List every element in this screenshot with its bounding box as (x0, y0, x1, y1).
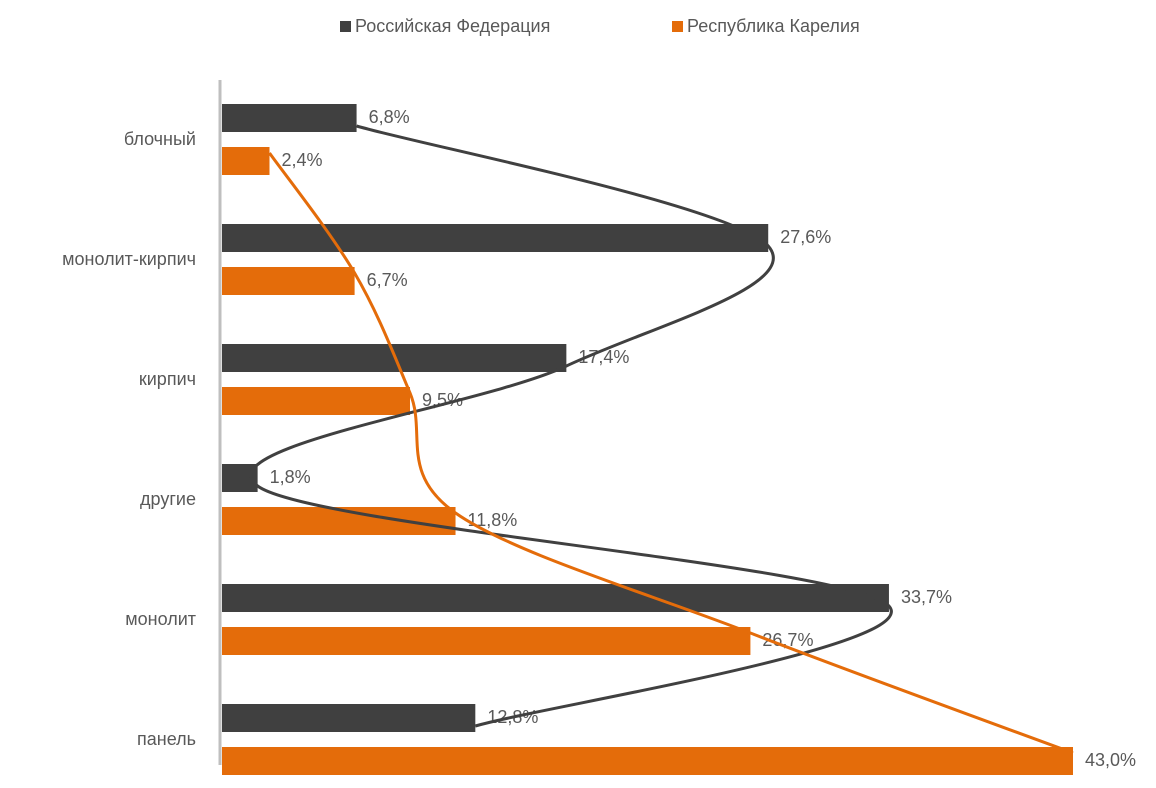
value-label: 33,7% (901, 587, 952, 607)
value-label: 2,4% (281, 150, 322, 170)
category-label: монолит (125, 609, 196, 629)
value-label: 6,7% (367, 270, 408, 290)
bar (222, 387, 411, 415)
legend-swatch (340, 21, 351, 32)
category-label: панель (137, 729, 196, 749)
value-label: 11,8% (468, 510, 518, 530)
category-label: монолит-кирпич (62, 249, 196, 269)
value-label: 27,6% (780, 227, 831, 247)
trend-curve (249, 124, 893, 728)
trend-curve (268, 152, 1074, 755)
bar (222, 627, 751, 655)
category-label: кирпич (139, 369, 196, 389)
bar (222, 267, 355, 295)
value-label: 26,7% (762, 630, 813, 650)
bar (222, 704, 476, 732)
value-label: 43,0% (1085, 750, 1136, 770)
bar (222, 584, 889, 612)
bar (222, 104, 357, 132)
legend-swatch (672, 21, 683, 32)
legend-label: Республика Карелия (687, 16, 860, 36)
value-label: 1,8% (270, 467, 311, 487)
bar (222, 747, 1073, 775)
category-label: блочный (124, 129, 196, 149)
value-label: 6,8% (369, 107, 410, 127)
bar (222, 507, 456, 535)
value-label: 9,5% (422, 390, 463, 410)
bar (222, 224, 769, 252)
legend-label: Российская Федерация (355, 16, 550, 36)
bar (222, 147, 270, 175)
category-label: другие (140, 489, 196, 509)
value-label: 17,4% (578, 347, 629, 367)
